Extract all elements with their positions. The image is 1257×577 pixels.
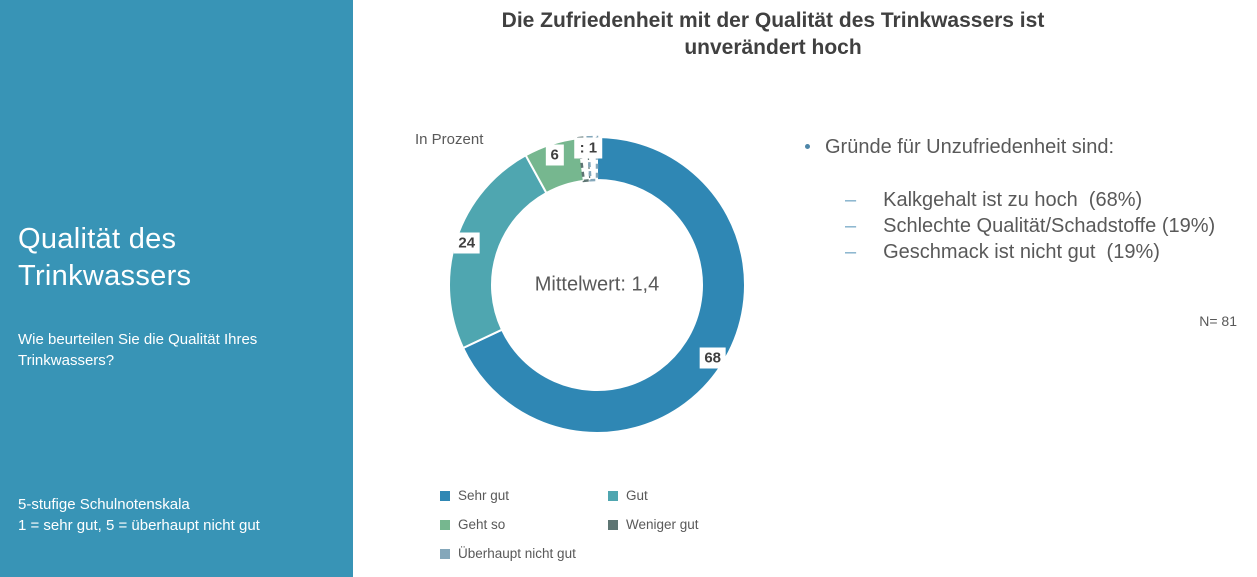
legend-marker-icon bbox=[440, 490, 450, 501]
donut-segment-0 bbox=[461, 135, 746, 434]
insight-text: Kalkgehalt ist zu hoch (68%) bbox=[883, 189, 1143, 211]
slide-title-line2: unverändert hoch bbox=[684, 36, 862, 59]
data-label-3: : 1 bbox=[574, 137, 603, 159]
legend-marker-icon bbox=[440, 519, 450, 530]
insights-heading: Gründe für Unzufriedenheit sind: bbox=[805, 134, 1255, 160]
legend-item-ueberhaupt-nicht-gut: Überhaupt nicht gut bbox=[440, 546, 608, 561]
sidebar-subtitle: Wie beurteilen Sie die Qualität Ihres Tr… bbox=[18, 331, 258, 369]
legend-item-sehr-gut: Sehr gut bbox=[440, 488, 608, 503]
bullet-icon bbox=[805, 144, 810, 149]
data-label-2: 6 bbox=[545, 144, 564, 166]
sidebar-footnote-line1: 5-stufige Schulnotenskala bbox=[18, 496, 190, 513]
sidebar-footnote-line2: 1 = sehr gut, 5 = überhaupt nicht gut bbox=[18, 517, 260, 534]
slide-title: Die Zufriedenheit mit der Qualität des T… bbox=[403, 7, 1143, 61]
insight-text: Schlechte Qualität/Schadstoffe (19%) bbox=[883, 215, 1216, 237]
slide-title-line1: Die Zufriedenheit mit der Qualität des T… bbox=[501, 9, 1045, 32]
donut-chart: Mittelwert: 1,4 68 24 6 : 1 bbox=[447, 135, 747, 435]
data-label-0: 68 bbox=[699, 347, 727, 369]
legend-label: Überhaupt nicht gut bbox=[458, 546, 576, 561]
insight-text: Geschmack ist nicht gut (19%) bbox=[883, 241, 1160, 263]
legend-item-gut: Gut bbox=[608, 488, 699, 503]
insights-heading-text: Gründe für Unzufriedenheit sind: bbox=[825, 136, 1115, 158]
insight-item: – Geschmack ist nicht gut (19%) bbox=[845, 239, 1255, 265]
legend-label: Sehr gut bbox=[458, 488, 510, 503]
sidebar: Qualität des Trinkwassers Wie beurteilen… bbox=[0, 0, 353, 577]
legend-marker-icon bbox=[608, 490, 618, 501]
chart-unit-label: In Prozent bbox=[415, 131, 484, 148]
legend-item-geht-so: Geht so bbox=[440, 517, 608, 532]
sample-size: N= 81 bbox=[1199, 313, 1237, 329]
legend-label: Gut bbox=[626, 488, 648, 503]
legend-label: Weniger gut bbox=[626, 517, 699, 532]
data-label-1: 24 bbox=[453, 232, 481, 254]
dash-icon: – bbox=[845, 189, 857, 211]
insight-list: – Kalkgehalt ist zu hoch (68%) – Schlech… bbox=[845, 187, 1255, 265]
dash-icon: – bbox=[845, 215, 857, 237]
legend: Sehr gut Gut Geht so Weniger gut Überhau… bbox=[440, 488, 699, 561]
insights-panel: Gründe für Unzufriedenheit sind: – Kalkg… bbox=[805, 134, 1255, 265]
dash-icon: – bbox=[845, 241, 857, 263]
legend-marker-icon bbox=[608, 519, 618, 530]
legend-label: Geht so bbox=[458, 517, 506, 532]
insight-item: – Schlechte Qualität/Schadstoffe (19%) bbox=[845, 213, 1255, 239]
sidebar-footnote: 5-stufige Schulnotenskala 1 = sehr gut, … bbox=[18, 494, 338, 536]
sidebar-title: Qualität des Trinkwassers bbox=[18, 223, 192, 292]
legend-item-weniger-gut: Weniger gut bbox=[608, 517, 699, 532]
legend-marker-icon bbox=[440, 548, 450, 559]
donut-center-label: Mittelwert: 1,4 bbox=[534, 273, 660, 296]
insight-item: – Kalkgehalt ist zu hoch (68%) bbox=[845, 187, 1255, 213]
